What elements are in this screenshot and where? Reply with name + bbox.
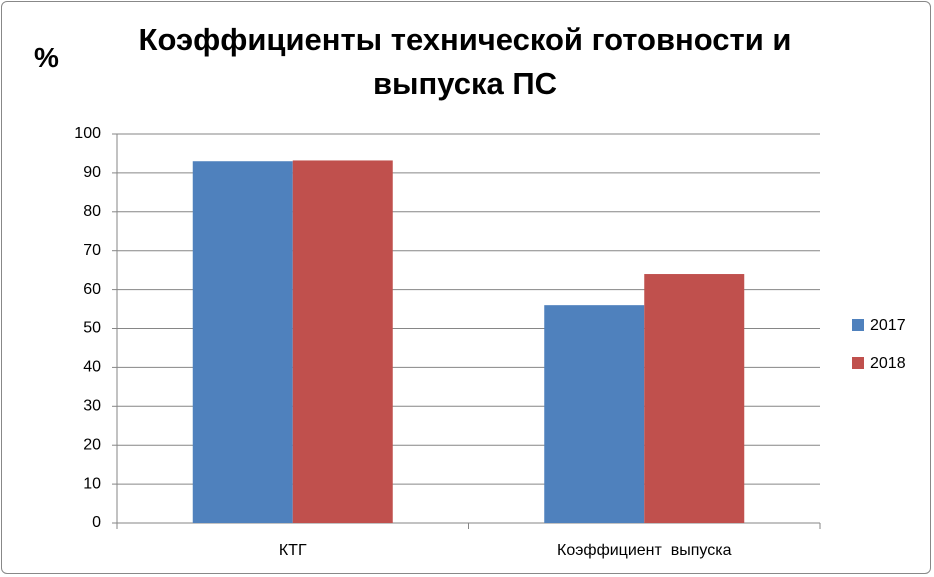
bar <box>644 274 745 523</box>
legend-swatch <box>852 357 864 369</box>
x-tick-label: Коэффициент выпуска <box>557 542 732 559</box>
bar <box>292 160 393 523</box>
x-tick-label: КТГ <box>279 542 307 559</box>
y-tick-label: 0 <box>92 514 101 531</box>
bar <box>192 161 293 524</box>
y-tick-label: 40 <box>83 359 101 376</box>
chart-title: Коэффициенты технической готовности и вы… <box>138 22 792 101</box>
y-tick-label: 80 <box>83 203 101 220</box>
y-tick-label: 90 <box>83 164 101 181</box>
y-axis-label: % <box>34 42 59 73</box>
bar <box>544 305 645 523</box>
y-tick-label: 30 <box>83 398 101 415</box>
y-tick-label: 20 <box>83 436 101 453</box>
legend-label: 2017 <box>870 317 906 334</box>
y-tick-label: 70 <box>83 242 101 259</box>
legend-swatch <box>852 319 864 331</box>
y-tick-label: 100 <box>74 125 101 142</box>
legend-label: 2018 <box>870 355 906 372</box>
y-tick-label: 50 <box>83 320 101 337</box>
y-tick-label: 10 <box>83 475 101 492</box>
y-tick-label: 60 <box>83 281 101 298</box>
